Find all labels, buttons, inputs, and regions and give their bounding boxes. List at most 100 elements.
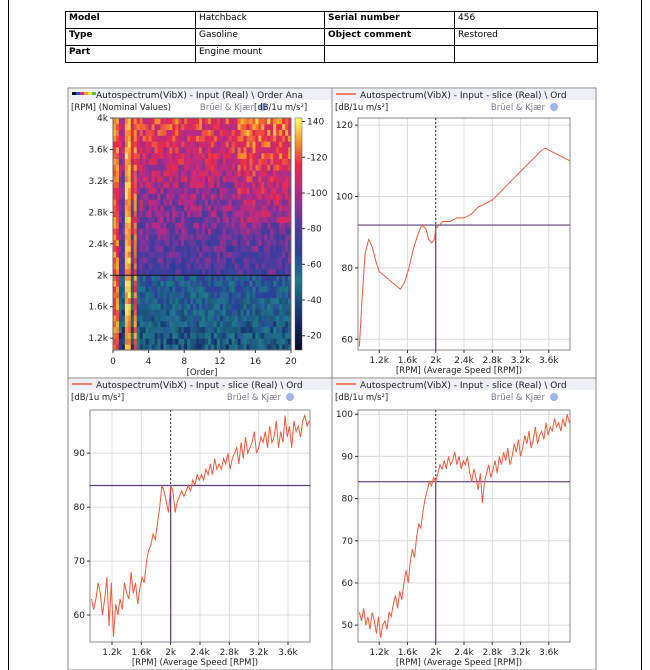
panel-title: Autospectrum(VibX) - Input - slice (Real… — [360, 381, 567, 391]
heatmap-cell — [237, 297, 241, 304]
heatmap-cell — [169, 199, 173, 206]
heatmap-cell — [193, 315, 197, 322]
heatmap-cell — [213, 123, 218, 130]
heatmap-cell — [193, 257, 197, 264]
heatmap-cell — [222, 245, 227, 252]
heatmap-cell — [181, 147, 185, 154]
heatmap-cell — [136, 152, 141, 159]
heatmap-cell — [196, 222, 200, 229]
heatmap-cell — [219, 332, 224, 339]
heatmap-cell — [279, 123, 283, 130]
heatmap-cell — [139, 274, 144, 281]
heatmap-cell — [154, 170, 158, 177]
heatmap-cell — [288, 170, 292, 177]
heatmap-cell — [225, 321, 230, 328]
heatmap-cell — [210, 263, 215, 270]
heatmap-cell — [157, 141, 161, 148]
heatmap-cell — [196, 326, 200, 333]
heatmap-cell — [246, 297, 250, 304]
heatmap-cell — [175, 141, 179, 148]
heatmap-cell — [178, 193, 182, 200]
heatmap-cell — [151, 274, 155, 281]
heatmap-cell — [187, 274, 191, 281]
heatmap-cell — [124, 297, 129, 304]
heatmap-cell — [267, 344, 271, 351]
heatmap-cell — [151, 338, 155, 345]
heatmap-cell — [258, 268, 262, 275]
heatmap-cell — [133, 152, 138, 159]
heatmap-cell — [240, 176, 244, 183]
table-row: Model Hatchback Serial number 456 — [65, 11, 598, 29]
heatmap-cell — [127, 193, 132, 200]
y-tick-label: 4k — [97, 114, 109, 124]
heatmap-cell — [255, 315, 259, 322]
heatmap-cell — [178, 216, 182, 223]
heatmap-cell — [243, 205, 247, 212]
heatmap-cell — [199, 158, 203, 165]
heatmap-cell — [273, 239, 277, 246]
panel-title-bar — [333, 379, 595, 390]
heatmap-cell — [240, 315, 244, 322]
heatmap-cell — [172, 164, 176, 171]
heatmap-cell — [222, 297, 227, 304]
heatmap-cell — [240, 210, 244, 217]
heatmap-cell — [243, 274, 247, 281]
heatmap-cell — [222, 181, 227, 188]
heatmap-cell — [210, 152, 215, 159]
heatmap-cell — [178, 268, 182, 275]
heatmap-cell — [178, 321, 182, 328]
value-cell — [454, 45, 598, 63]
heatmap-cell — [142, 292, 147, 299]
heatmap-cell — [154, 274, 158, 281]
heatmap-cell — [169, 326, 173, 333]
heatmap-cell — [136, 280, 141, 287]
heatmap-cell — [133, 205, 138, 212]
heatmap-cell — [225, 326, 230, 333]
heatmap-cell — [169, 251, 173, 258]
colorbar — [294, 117, 303, 351]
heatmap-cell — [115, 280, 120, 287]
heatmap-cell — [142, 251, 147, 258]
heatmap-cell — [246, 228, 250, 235]
heatmap-cell — [139, 141, 144, 148]
heatmap-cell — [270, 263, 274, 270]
heatmap-cell — [282, 321, 286, 328]
heatmap-cell — [145, 251, 149, 258]
heatmap-cell — [154, 147, 158, 154]
heatmap-cell — [163, 268, 167, 275]
heatmap-cell — [285, 257, 289, 264]
heatmap-cell — [115, 123, 120, 130]
heatmap-cell — [172, 326, 176, 333]
heatmap-cell — [222, 321, 227, 328]
heatmap-cell — [219, 129, 224, 136]
heatmap-cell — [240, 164, 244, 171]
heatmap-cell — [249, 245, 253, 252]
heatmap-cell — [282, 286, 286, 293]
heatmap-cell — [210, 123, 215, 130]
heatmap-cell — [193, 210, 197, 217]
heatmap-cell — [196, 170, 200, 177]
heatmap-cell — [190, 118, 194, 125]
heatmap-cell — [130, 274, 135, 281]
heatmap-cell — [252, 118, 256, 125]
heatmap-cell — [175, 309, 179, 316]
heatmap-cell — [258, 321, 262, 328]
y-axis-label: [RPM] (Nominal Values) — [71, 103, 171, 113]
heatmap-cell — [252, 321, 256, 328]
heatmap-cell — [118, 222, 123, 229]
heatmap-cell — [264, 338, 268, 345]
heatmap-cell — [225, 170, 230, 177]
heatmap-cell — [243, 176, 247, 183]
heatmap-cell — [193, 222, 197, 229]
heatmap-cell — [216, 199, 221, 206]
heatmap-cell — [157, 274, 161, 281]
heatmap-cell — [204, 193, 209, 200]
heatmap-cell — [172, 210, 176, 217]
heatmap-cell — [240, 303, 244, 310]
heatmap-cell — [234, 187, 238, 194]
heatmap-cell — [151, 228, 155, 235]
heatmap-cell — [118, 344, 123, 351]
heatmap-cell — [139, 170, 144, 177]
heatmap-cell — [133, 181, 138, 188]
heatmap-cell — [172, 239, 176, 246]
